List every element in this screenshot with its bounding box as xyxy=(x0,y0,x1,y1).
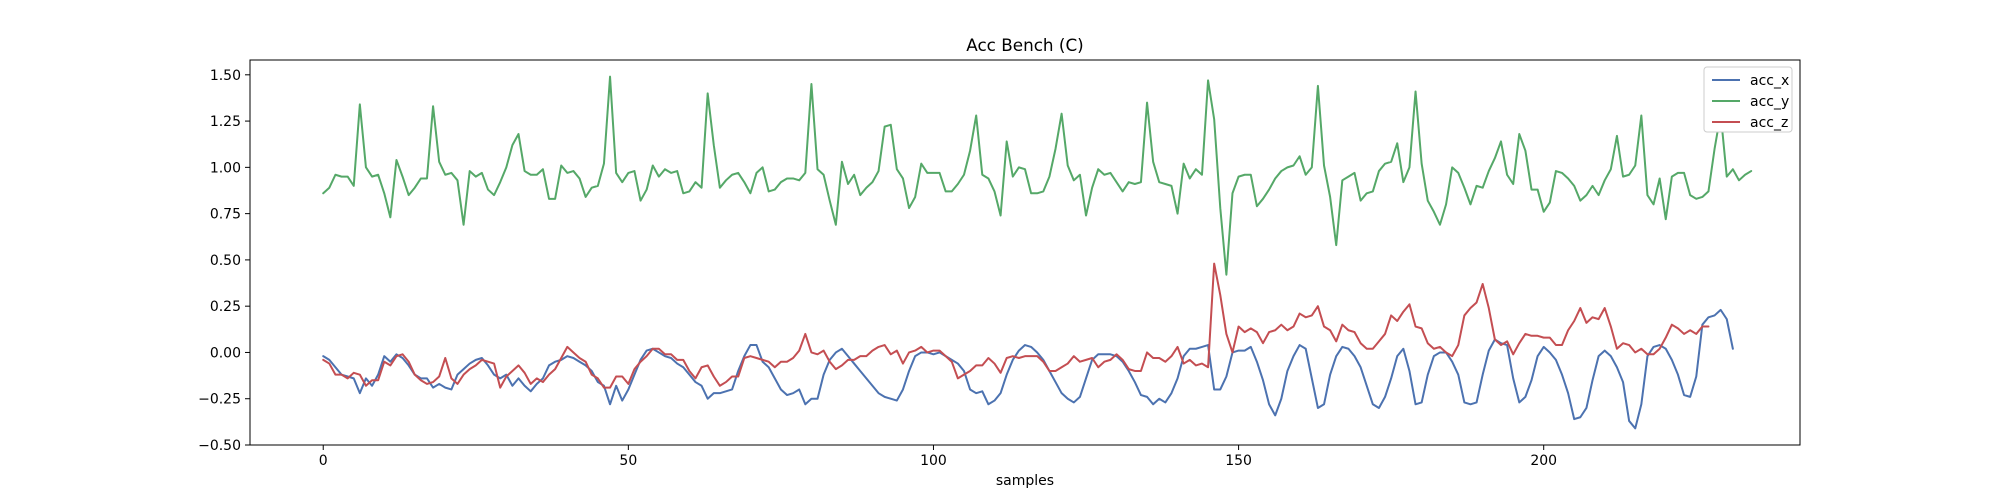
x-axis-label: samples xyxy=(996,473,1054,489)
legend-label-acc-z: acc_z xyxy=(1750,115,1788,131)
series-line-acc-z xyxy=(322,262,1710,389)
y-tick-label: 1.25 xyxy=(210,114,241,130)
series-layer xyxy=(322,75,1753,430)
x-tick-label: 0 xyxy=(319,453,328,469)
x-tick-label: 100 xyxy=(920,453,947,469)
x-tick-label: 150 xyxy=(1225,453,1252,469)
y-axis: −0.50 −0.25 0.00 0.25 0.50 0.75 1.00 1.25 1.50 xyxy=(198,68,250,454)
y-tick-label: 0.25 xyxy=(210,299,241,315)
x-tick-label: 50 xyxy=(619,453,637,469)
x-axis: 0 50 100 150 200 xyxy=(319,445,1557,469)
y-tick-label: 0.75 xyxy=(210,207,241,223)
y-tick-label: −0.50 xyxy=(198,438,241,454)
y-tick-label: 0.50 xyxy=(210,253,241,269)
chart-title: Acc Bench (C) xyxy=(966,35,1083,55)
y-tick-label: 1.50 xyxy=(210,68,241,84)
plot-frame xyxy=(249,59,1801,446)
y-tick-label: 0.00 xyxy=(210,345,241,361)
legend: acc_x acc_y acc_z xyxy=(1703,66,1793,133)
legend-label-acc-y: acc_y xyxy=(1750,94,1789,110)
legend-label-acc-x: acc_x xyxy=(1750,73,1789,89)
x-tick-label: 200 xyxy=(1530,453,1557,469)
legend-box xyxy=(1703,66,1793,133)
y-tick-label: −0.25 xyxy=(198,392,241,408)
series-line-acc-y xyxy=(322,75,1753,276)
y-tick-label: 1.00 xyxy=(210,160,241,176)
